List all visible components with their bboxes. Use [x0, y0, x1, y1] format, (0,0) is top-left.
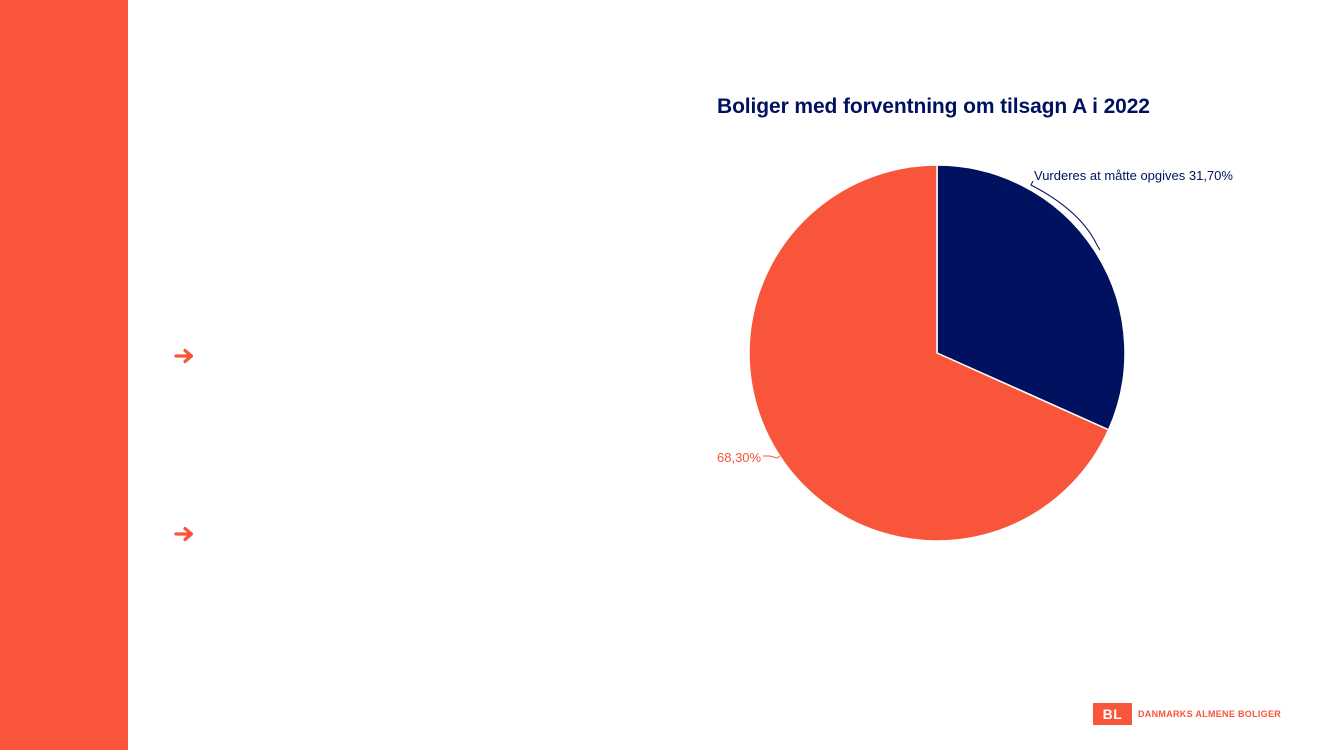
- slice-vurderes: [936, 164, 1126, 431]
- slice-other: [748, 164, 1110, 542]
- arrow-right-icon: [174, 526, 196, 542]
- slice-label-vurderes: Vurderes at måtte opgives 31,70%: [1034, 168, 1233, 183]
- logo-text: DANMARKS ALMENE BOLIGER: [1138, 709, 1282, 719]
- slice-label-other: 68,30%: [717, 450, 762, 465]
- arrow-right-icon: [174, 348, 196, 364]
- left-accent-bar: [0, 0, 128, 750]
- chart-title: Boliger med forventning om tilsagn A i 2…: [717, 95, 1150, 118]
- logo-mark: BL: [1093, 703, 1132, 725]
- logo: BL DANMARKS ALMENE BOLIGER: [1093, 703, 1281, 725]
- leader-line-vurderes: [1030, 180, 1101, 251]
- leader-line-other: [763, 455, 781, 459]
